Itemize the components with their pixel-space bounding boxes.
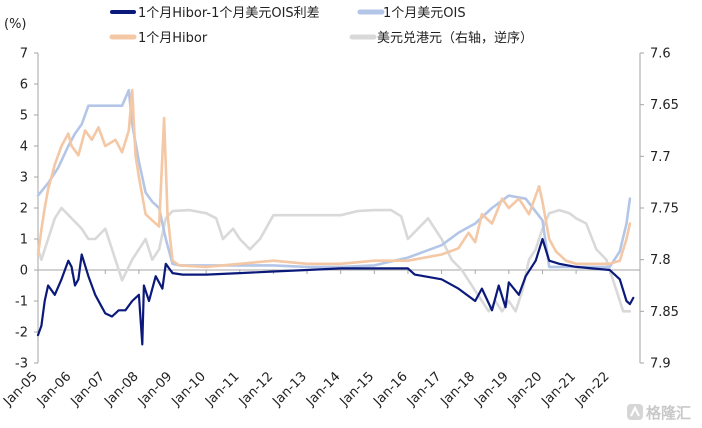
- x-tick-label: Jan-09: [135, 369, 176, 410]
- legend-label: 1个月Hibor-1个月美元OIS利差: [138, 6, 320, 21]
- watermark-logo-icon: [627, 404, 643, 420]
- left-tick-label: 5: [20, 109, 28, 124]
- x-tick-label: Jan-13: [269, 369, 310, 410]
- watermark-logo-glyph: [630, 405, 640, 417]
- left-tick-label: 2: [20, 202, 28, 217]
- left-tick-label: -1: [15, 295, 28, 310]
- x-tick-label: Jan-18: [438, 369, 479, 410]
- x-tick-label: Jan-11: [202, 369, 243, 410]
- legend-label: 美元兑港元（右轴，逆序）: [377, 30, 533, 46]
- series-line-3: [36, 206, 632, 313]
- left-tick-label: -2: [15, 326, 28, 341]
- x-tick-label: Jan-08: [101, 369, 142, 410]
- x-tick-label: Jan-07: [68, 369, 109, 410]
- series-lines: [36, 88, 635, 346]
- x-tick-label: Jan-17: [404, 369, 445, 410]
- series-line-0: [36, 237, 635, 346]
- x-tick-label: Jan-12: [236, 369, 277, 410]
- left-tick-label: 1: [20, 233, 28, 248]
- axes: (%) -3 -2 -1 0 1 2 3 4 5 6 7 7.6 7.65 7.7 7.75 7.8 7.85 7.…: [0, 17, 679, 410]
- series-line-2: [36, 88, 632, 269]
- x-tick-label: Jan-22: [572, 369, 613, 410]
- right-tick-label: 7.6: [650, 47, 671, 62]
- x-tick-label: Jan-20: [505, 369, 546, 410]
- x-tick-label: Jan-10: [168, 369, 209, 410]
- left-axis-unit-label: (%): [4, 17, 27, 32]
- legend: 1个月Hibor-1个月美元OIS利差 1个月美元OIS 1个月Hibor 美元兑港元…: [109, 6, 533, 46]
- right-tick-label: 7.75: [650, 202, 679, 217]
- x-tick-label: Jan-16: [370, 369, 411, 410]
- legend-label: 1个月Hibor: [138, 31, 208, 46]
- watermark: 格隆汇: [627, 404, 691, 422]
- left-tick-label: 6: [20, 78, 28, 93]
- right-tick-label: 7.85: [650, 305, 679, 320]
- right-tick-label: 7.65: [650, 98, 679, 113]
- right-tick-label: 7.7: [650, 150, 671, 165]
- x-tick-label: Jan-06: [34, 369, 75, 410]
- x-tick-label: Jan-14: [303, 369, 344, 410]
- x-tick-label: Jan-19: [471, 369, 512, 410]
- left-tick-label: 3: [20, 171, 28, 186]
- right-tick-label: 7.8: [650, 253, 671, 268]
- left-tick-label: 7: [20, 47, 28, 62]
- left-tick-label: 4: [20, 140, 28, 155]
- left-tick-label: 0: [20, 264, 28, 279]
- legend-label: 1个月美元OIS: [383, 6, 466, 21]
- left-tick-label: -3: [15, 357, 28, 372]
- x-tick-label: Jan-15: [337, 369, 378, 410]
- x-tick-label: Jan-05: [0, 369, 41, 410]
- x-tick-label: Jan-21: [538, 369, 579, 410]
- watermark-text: 格隆汇: [646, 404, 691, 422]
- right-tick-label: 7.9: [650, 357, 671, 372]
